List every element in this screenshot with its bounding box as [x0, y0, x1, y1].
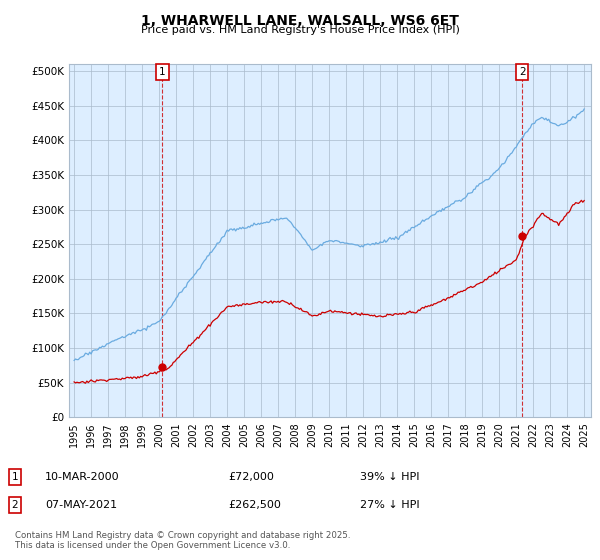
Text: 2: 2: [11, 500, 19, 510]
Text: £262,500: £262,500: [228, 500, 281, 510]
Text: 1: 1: [11, 472, 19, 482]
Text: Price paid vs. HM Land Registry's House Price Index (HPI): Price paid vs. HM Land Registry's House …: [140, 25, 460, 35]
Text: Contains HM Land Registry data © Crown copyright and database right 2025.
This d: Contains HM Land Registry data © Crown c…: [15, 530, 350, 550]
Text: 39% ↓ HPI: 39% ↓ HPI: [360, 472, 419, 482]
Text: 1, WHARWELL LANE, WALSALL, WS6 6ET: 1, WHARWELL LANE, WALSALL, WS6 6ET: [141, 14, 459, 28]
Text: 2: 2: [519, 67, 526, 77]
Text: 10-MAR-2000: 10-MAR-2000: [45, 472, 119, 482]
Text: £72,000: £72,000: [228, 472, 274, 482]
Text: 27% ↓ HPI: 27% ↓ HPI: [360, 500, 419, 510]
Text: 1: 1: [159, 67, 166, 77]
Text: 07-MAY-2021: 07-MAY-2021: [45, 500, 117, 510]
